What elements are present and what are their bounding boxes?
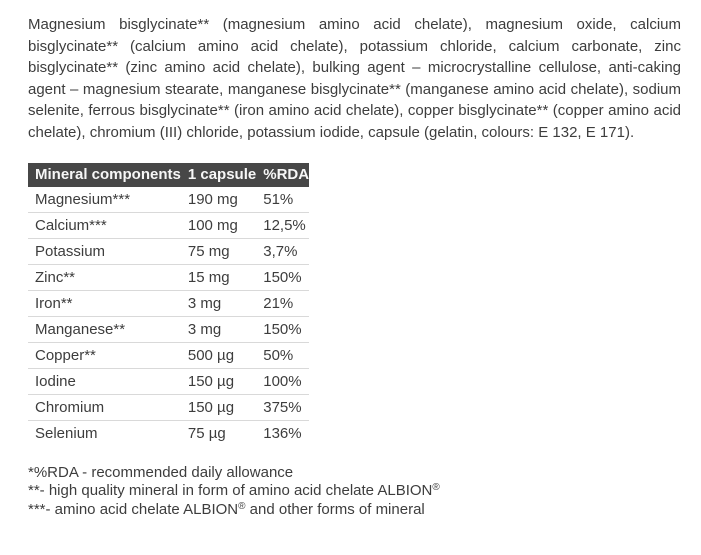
cell-amount: 75 mg bbox=[180, 238, 257, 265]
product-info-section: Magnesium bisglycinate** (magnesium amin… bbox=[28, 16, 681, 521]
table-row: Manganese** 3 mg 150% bbox=[28, 316, 310, 343]
table-row: Potassium 75 mg 3,7% bbox=[28, 238, 310, 265]
registered-trademark-symbol: ® bbox=[432, 481, 440, 493]
cell-amount: 75 µg bbox=[187, 425, 226, 442]
cell-mineral: Magnesium*** bbox=[28, 187, 181, 213]
cell-mineral: Calcium*** bbox=[28, 212, 181, 239]
cell-amount: 150 µg bbox=[180, 368, 257, 395]
cell-rda: 100% bbox=[256, 368, 310, 395]
cell-amount: 150 µg bbox=[180, 394, 257, 421]
cell-amount: 500 µg bbox=[180, 342, 257, 369]
cell-rda: 12,5% bbox=[256, 212, 310, 239]
ingredients-paragraph: Magnesium bisglycinate** (magnesium amin… bbox=[28, 16, 681, 141]
cell-amount: 190 mg bbox=[180, 187, 257, 213]
footnotes: *%RDA - recommended daily allowance **- … bbox=[28, 464, 681, 521]
table-header-row: Mineral components 1 capsule %RDA bbox=[28, 163, 310, 187]
cell-mineral: Potassium bbox=[28, 238, 181, 265]
footnote-triple-asterisk-post: and other forms of mineral bbox=[245, 501, 425, 518]
column-header-mineral-components: Mineral components bbox=[28, 163, 181, 187]
cell-mineral: Selenium bbox=[35, 425, 98, 442]
cell-rda: 375% bbox=[256, 394, 310, 421]
footnote-triple-asterisk: ***- amino acid chelate ALBION® and othe… bbox=[28, 501, 681, 521]
table-row: Chromium 150 µg 375% bbox=[28, 394, 310, 421]
registered-trademark-symbol: ® bbox=[238, 501, 246, 512]
minerals-table: Mineral components 1 capsule %RDA Magnes… bbox=[28, 163, 310, 447]
cell-amount: 3 mg bbox=[180, 290, 257, 317]
table-row: Calcium*** 100 mg 12,5% bbox=[28, 212, 310, 239]
table-row: Iron** 3 mg 21% bbox=[28, 290, 310, 317]
table-row: Magnesium*** 190 mg 51% bbox=[28, 187, 310, 213]
footnote-rda-text: *%RDA - recommended daily allowance bbox=[28, 464, 294, 481]
cell-mineral: Manganese** bbox=[28, 316, 181, 343]
cell-rda: 150% bbox=[256, 264, 310, 291]
cell-rda: 3,7% bbox=[256, 238, 310, 265]
column-header-1-capsule: 1 capsule bbox=[180, 163, 257, 187]
footnote-rda: *%RDA - recommended daily allowance bbox=[28, 464, 681, 482]
cell-mineral: Iron** bbox=[28, 290, 181, 317]
cell-mineral: Zinc** bbox=[28, 264, 181, 291]
footnote-double-asterisk-text: **- high quality mineral in form of amin… bbox=[28, 481, 433, 499]
footnote-triple-asterisk-pre: ***- amino acid chelate ALBION bbox=[28, 501, 239, 518]
cell-mineral: Iodine bbox=[28, 368, 181, 395]
cell-mineral: Chromium bbox=[28, 394, 181, 421]
cell-amount: 3 mg bbox=[180, 316, 257, 343]
column-header-rda: %RDA bbox=[256, 163, 310, 187]
cell-rda: 21% bbox=[256, 290, 310, 317]
cell-amount: 100 mg bbox=[180, 212, 257, 239]
table-row: Selenium 75 µg 136% bbox=[28, 421, 309, 447]
cell-rda: 136% bbox=[263, 425, 302, 442]
table-row: Iodine 150 µg 100% bbox=[28, 368, 310, 395]
cell-amount: 15 mg bbox=[180, 264, 257, 291]
footnote-double-asterisk: **- high quality mineral in form of amin… bbox=[28, 482, 681, 502]
cell-rda: 51% bbox=[256, 187, 310, 213]
cell-mineral: Copper** bbox=[28, 342, 181, 369]
table-row: Zinc** 15 mg 150% bbox=[28, 264, 310, 291]
cell-rda: 150% bbox=[256, 316, 310, 343]
table-row: Copper** 500 µg 50% bbox=[28, 342, 310, 369]
cell-rda: 50% bbox=[256, 342, 310, 369]
